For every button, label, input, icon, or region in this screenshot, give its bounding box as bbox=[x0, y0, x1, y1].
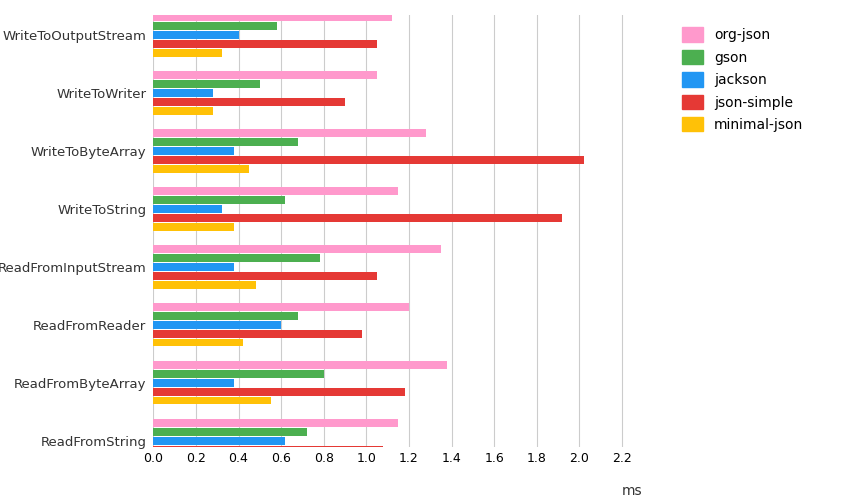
Bar bbox=[153, 455, 243, 462]
Bar bbox=[153, 71, 377, 79]
Bar bbox=[153, 312, 298, 320]
Bar bbox=[153, 330, 362, 337]
Bar bbox=[153, 49, 222, 57]
Bar bbox=[153, 165, 249, 172]
Bar bbox=[153, 156, 584, 164]
Bar bbox=[153, 428, 307, 436]
Bar bbox=[153, 446, 383, 453]
Bar bbox=[153, 419, 399, 427]
Bar bbox=[153, 281, 256, 289]
Bar bbox=[153, 437, 285, 444]
Bar bbox=[153, 361, 447, 369]
Bar bbox=[153, 370, 324, 378]
Text: ms: ms bbox=[622, 484, 642, 497]
Bar bbox=[153, 272, 377, 280]
Bar bbox=[153, 321, 281, 329]
Bar bbox=[153, 107, 213, 115]
Bar bbox=[153, 129, 426, 137]
Bar bbox=[153, 205, 222, 213]
Bar bbox=[153, 31, 239, 39]
Bar bbox=[153, 303, 409, 311]
Bar bbox=[153, 214, 562, 222]
Bar bbox=[153, 13, 392, 21]
Bar bbox=[153, 338, 243, 346]
Legend: org-json, gson, jackson, json-simple, minimal-json: org-json, gson, jackson, json-simple, mi… bbox=[676, 22, 809, 138]
Bar bbox=[153, 89, 213, 97]
Bar bbox=[153, 138, 298, 146]
Bar bbox=[153, 397, 271, 405]
Bar bbox=[153, 254, 320, 262]
Bar bbox=[153, 98, 345, 106]
Bar bbox=[153, 388, 405, 396]
Bar bbox=[153, 147, 234, 155]
Bar bbox=[153, 40, 377, 48]
Bar bbox=[153, 379, 234, 387]
Bar bbox=[153, 223, 234, 231]
Bar bbox=[153, 263, 234, 271]
Bar bbox=[153, 80, 260, 88]
Bar bbox=[153, 22, 277, 30]
Bar bbox=[153, 245, 441, 253]
Bar bbox=[153, 187, 399, 195]
Bar bbox=[153, 196, 285, 204]
